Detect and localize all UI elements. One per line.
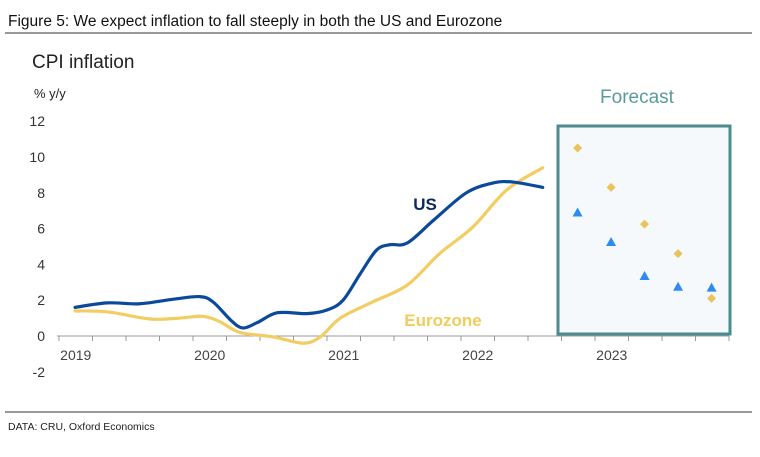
us-cpi-line — [73, 179, 545, 330]
eurozone-forecast-point — [673, 249, 683, 259]
us-forecast-point — [639, 271, 650, 281]
y-tick-label: -2 — [33, 364, 46, 380]
eurozone-forecast-point — [606, 182, 616, 192]
eurozone-forecast-point — [640, 219, 650, 229]
forecast-box — [556, 124, 732, 336]
us-forecast-point — [673, 281, 684, 291]
y-tick-label: 10 — [29, 149, 45, 165]
y-axis-unit: % y/y — [34, 86, 66, 101]
figure-title: Figure 5: We expect inflation to fall st… — [8, 13, 502, 30]
us-forecast-point — [606, 237, 617, 247]
y-tick-label: 8 — [37, 185, 45, 201]
us-forecast-point — [572, 207, 583, 217]
x-tick-label: 2021 — [328, 347, 359, 363]
y-tick-label: 2 — [37, 292, 45, 308]
y-tick-label: 6 — [37, 221, 45, 237]
eurozone-forecast-point — [707, 293, 717, 303]
forecast-label: Forecast — [600, 87, 675, 108]
y-tick-label: 0 — [37, 328, 45, 344]
source-note: DATA: CRU, Oxford Economics — [8, 421, 155, 433]
x-tick-label: 2022 — [462, 347, 493, 363]
chart-title: CPI inflation — [32, 52, 134, 73]
y-tick-label: 4 — [37, 256, 45, 272]
series-label-us: US — [413, 195, 437, 214]
eurozone-cpi-line — [73, 166, 545, 345]
eurozone-forecast-point — [573, 143, 583, 153]
us-forecast-point — [706, 282, 717, 292]
y-tick-label: 12 — [29, 113, 45, 129]
series-label-eurozone: Eurozone — [404, 311, 481, 330]
x-tick-label: 2020 — [194, 347, 225, 363]
x-tick-label: 2019 — [60, 347, 91, 363]
x-tick-label: 2023 — [596, 347, 627, 363]
